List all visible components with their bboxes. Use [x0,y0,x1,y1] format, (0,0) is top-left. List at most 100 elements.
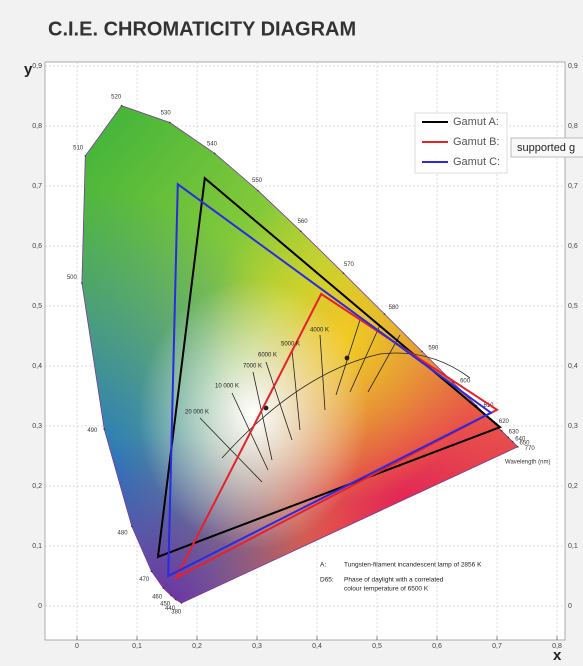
locus-point [169,121,171,124]
y-tick-label: 0,2 [32,483,42,490]
temperature-label: 7000 K [243,364,262,370]
x-tick-label: 0 [75,643,79,650]
wavelength-label: 560 [298,219,309,225]
d65-point [263,405,269,411]
wavelength-label: 500 [67,275,78,281]
legend-items: Gamut A: Gamut B: Gamut C: [422,116,500,168]
locus-point [213,152,216,155]
wavelength-caption: Wavelength (nm) [505,460,550,466]
note-text: colour temperature of 6500 K [344,586,429,593]
wavelength-label: 550 [252,178,263,184]
isotemperature-line [367,334,401,393]
y-tick-label: 0,1 [32,543,42,550]
legend: Gamut A: Gamut B: Gamut C: [414,112,508,174]
isotemperature-line [349,324,381,393]
wavelength-label: 650 [519,441,530,447]
temperature-label: 10 000 K [215,384,239,390]
temperature-label: 6000 K [258,353,277,359]
x-tick-label: 0,5 [372,643,382,650]
x-tick-label: 0,2 [192,643,202,650]
wavelength-label: 450 [160,602,171,608]
locus-point [500,430,503,432]
y-tick-label-right: 0,1 [568,543,578,550]
y-tick-label-right: 0,6 [568,243,578,250]
note-text: Phase of daylight with a correlated [344,577,444,584]
wavelength-label: 580 [389,305,400,311]
wavelength-label: 510 [73,145,84,151]
isotemperature-line [319,334,326,411]
y-tick-label: 0,6 [32,243,42,250]
wavelength-label: 520 [111,94,122,100]
chart-title: C.I.E. CHROMATICITY DIAGRAM [48,18,356,40]
isotemperature-line [265,361,293,441]
wavelength-label: 570 [344,262,355,268]
locus-point [162,587,165,589]
wavelength-label: 490 [87,428,98,434]
locus-point [507,436,510,439]
locus-point [180,602,183,604]
wavelength-label: 610 [483,403,494,409]
y-tick-label: 0,4 [32,363,42,370]
wavelength-label: 540 [207,141,218,147]
temperature-label: 20 000 K [185,410,209,416]
wavelength-label: 620 [499,419,510,425]
y-tick-label-right: 0,3 [568,423,578,430]
y-tick-label-right: 0,9 [568,63,578,70]
locus-point [150,570,153,573]
wavelength-label: 460 [152,594,163,600]
locus-point [257,189,259,192]
isotemperature-line [252,371,273,461]
wavelength-label: 600 [460,379,471,385]
legend-label: Gamut C: [453,156,500,168]
notes: A: Tungsten-filament incandescent lamp of… [320,562,482,593]
wavelength-label: 630 [509,429,520,435]
y-tick-label-right: 0 [568,603,572,610]
gamut-triangle [167,182,493,578]
a-point [344,355,350,361]
gamuts [156,176,502,581]
x-tick-label: 0,8 [552,643,562,650]
temperature-label: 5000 K [281,342,300,348]
locus-point [170,594,172,597]
x-tick-label: 0,7 [492,643,502,650]
isotemperature-line [291,349,301,431]
planckian-locus [199,319,471,483]
locus-point [421,350,423,353]
wavelength-label: 470 [139,577,150,583]
wavelength-label: 590 [428,345,439,351]
y-tick-label-right: 0,2 [568,483,578,490]
legend-label: Gamut B: [453,136,499,148]
temperature-label: 4000 K [310,328,329,334]
wavelength-label: 440 [165,606,176,612]
note-key: D65: [320,577,334,584]
y-tick-label: 0,8 [32,123,42,130]
locus-point [383,313,386,315]
tooltip: supported g [510,137,583,158]
wavelength-label: 770 [525,446,536,452]
y-tick-label-right: 0,4 [568,363,578,370]
x-tick-label: 0,6 [432,643,442,650]
isotemperature-line [199,417,263,483]
x-tick-label: 0,1 [132,643,142,650]
locus-point [103,428,106,430]
wavelength-label: 640 [515,436,526,442]
legend-label: Gamut A: [453,116,499,128]
wavelength-label: 380 [171,610,182,616]
y-tick-label-right: 0,5 [568,303,578,310]
y-tick-label: 0,9 [32,63,42,70]
locus-point [84,155,87,157]
y-axis-label: y [24,61,33,78]
y-tick-label: 0 [38,603,42,610]
y-tick-label: 0,3 [32,423,42,430]
temperature-labels: 20 000 K 10 000 K 7000 K 6000 K 5000 K 4000 K [185,328,329,416]
locus-point [517,446,519,448]
locus-point [342,272,345,274]
locus-point [300,230,302,233]
y-tick-label: 0,5 [32,303,42,310]
x-tick-label: 0,4 [312,643,322,650]
tooltip-text: supported g [517,142,575,154]
y-tick-label-right: 0,7 [568,183,578,190]
locus-point [81,282,83,284]
x-axis-label: x [553,647,562,664]
